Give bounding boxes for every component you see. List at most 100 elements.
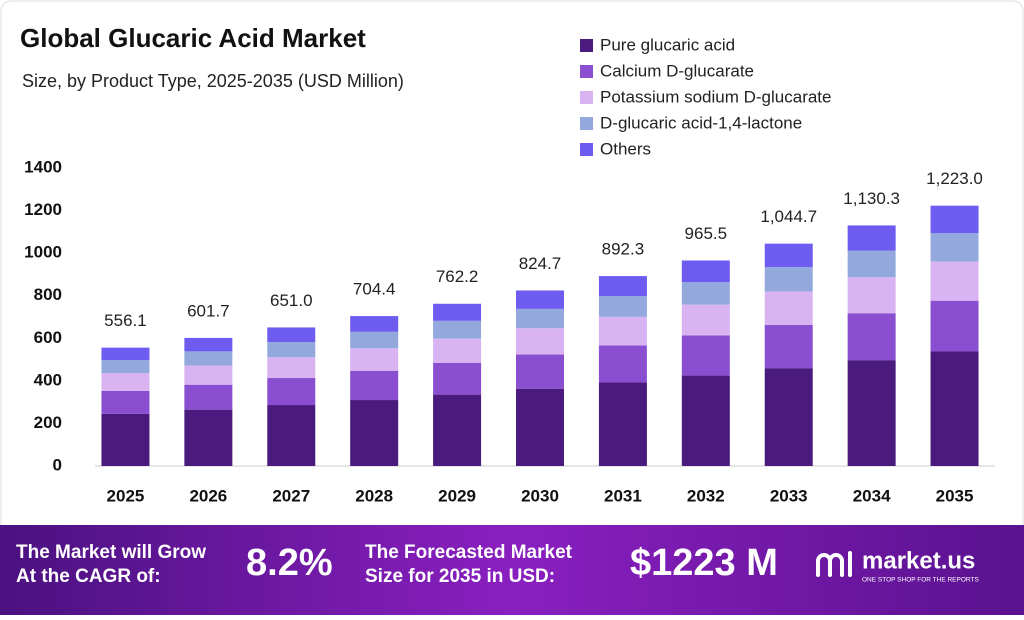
- bar-segment: [930, 233, 979, 262]
- bar-segment: [350, 316, 399, 332]
- x-tick-label: 2032: [687, 486, 725, 505]
- x-tick-label: 2028: [355, 486, 393, 505]
- bar-segment: [764, 368, 813, 466]
- x-tick-label: 2034: [853, 486, 891, 505]
- bar-segment: [598, 316, 647, 346]
- bar-segment: [184, 409, 233, 466]
- bar-segment: [598, 382, 647, 466]
- bar-segment: [101, 360, 150, 374]
- cagr-value: 8.2%: [246, 542, 333, 584]
- y-tick-label: 600: [34, 328, 62, 347]
- logo-icon: [816, 551, 852, 577]
- total-label: 651.0: [270, 291, 313, 310]
- bar-segment: [350, 348, 399, 371]
- footer-text: Size for 2035 in USD:: [365, 566, 555, 587]
- bar-segment: [598, 276, 647, 297]
- y-tick-label: 1000: [24, 243, 62, 262]
- total-label: 1,223.0: [926, 169, 983, 188]
- total-label: 824.7: [519, 254, 562, 273]
- bar-segment: [764, 324, 813, 369]
- bar-segment: [847, 277, 896, 314]
- size-value: $1223 M: [630, 542, 778, 584]
- bar-segment: [267, 357, 316, 379]
- footer-band: [0, 525, 1024, 615]
- bar-segment: [433, 338, 482, 363]
- tagline: ONE STOP SHOP FOR THE REPORTS: [862, 577, 979, 584]
- bar-segment: [184, 337, 233, 352]
- bar-segment: [101, 347, 150, 361]
- bar-segment: [516, 354, 564, 389]
- bar-segment: [433, 320, 482, 339]
- bar-segment: [516, 290, 564, 309]
- y-tick-label: 200: [34, 413, 62, 432]
- bar-segment: [184, 351, 233, 366]
- bar-segment: [681, 260, 730, 283]
- x-tick-label: 2031: [604, 486, 642, 505]
- bar-segment: [184, 384, 233, 410]
- bar-segment: [764, 243, 813, 267]
- bar-segment: [433, 362, 482, 395]
- legend-label: Calcium D-glucarate: [600, 61, 754, 80]
- x-tick-label: 2027: [272, 486, 310, 505]
- bar-segment: [350, 331, 399, 349]
- total-label: 762.2: [436, 267, 479, 286]
- bar-segment: [516, 328, 564, 355]
- bar-segment: [267, 378, 316, 406]
- bar-segment: [930, 205, 979, 234]
- legend-label: Pure glucaric acid: [600, 35, 735, 54]
- bar-segment: [681, 282, 730, 305]
- x-tick-label: 2033: [770, 486, 808, 505]
- footer-text: At the CAGR of:: [16, 566, 161, 587]
- brand: market.us: [862, 547, 975, 574]
- bar-segment: [101, 413, 150, 466]
- footer-text: The Market will Grow: [16, 542, 206, 563]
- y-tick-label: 0: [53, 455, 62, 474]
- y-tick-label: 1200: [24, 200, 62, 219]
- total-label: 704.4: [353, 280, 396, 299]
- bar-segment: [598, 345, 647, 383]
- legend-label: Others: [600, 139, 651, 158]
- footer-text: The Forecasted Market: [365, 542, 573, 563]
- bar-segment: [681, 335, 730, 376]
- bar-segment: [101, 390, 150, 414]
- legend-swatch: [580, 91, 593, 104]
- x-tick-label: 2026: [189, 486, 227, 505]
- bar-segment: [764, 266, 813, 292]
- total-label: 892.3: [602, 240, 645, 259]
- chart-subtitle: Size, by Product Type, 2025-2035 (USD Mi…: [22, 71, 404, 91]
- bar-segment: [930, 351, 979, 466]
- total-label: 1,044.7: [760, 207, 817, 226]
- total-label: 556.1: [104, 311, 147, 330]
- legend-label: D-glucaric acid-1,4-lactone: [600, 113, 802, 132]
- bar-segment: [267, 327, 316, 342]
- y-tick-label: 400: [34, 370, 62, 389]
- bar-segment: [433, 303, 482, 321]
- total-label: 965.5: [685, 224, 728, 243]
- bar-segment: [516, 388, 564, 466]
- bar-segment: [930, 261, 979, 301]
- x-tick-label: 2029: [438, 486, 476, 505]
- bar-segment: [433, 394, 482, 466]
- total-label: 601.7: [187, 301, 230, 320]
- legend-swatch: [580, 143, 593, 156]
- chart-title: Global Glucaric Acid Market: [20, 23, 366, 53]
- bar-segment: [847, 250, 896, 278]
- bar-segment: [598, 296, 647, 317]
- bar-segment: [764, 291, 813, 325]
- logo: [816, 551, 852, 577]
- bar-segment: [267, 405, 316, 466]
- y-tick-label: 1400: [24, 157, 62, 176]
- legend-label: Potassium sodium D-glucarate: [600, 87, 831, 106]
- x-tick-label: 2035: [936, 486, 974, 505]
- bar-segment: [930, 300, 979, 352]
- bar-segment: [350, 400, 399, 466]
- legend-swatch: [580, 39, 593, 52]
- bar-segment: [847, 225, 896, 251]
- bar-segment: [681, 304, 730, 336]
- x-tick-label: 2025: [107, 486, 145, 505]
- bar-segment: [847, 313, 896, 361]
- bar-segment: [847, 360, 896, 466]
- bar-segment: [681, 375, 730, 466]
- legend-swatch: [580, 117, 593, 130]
